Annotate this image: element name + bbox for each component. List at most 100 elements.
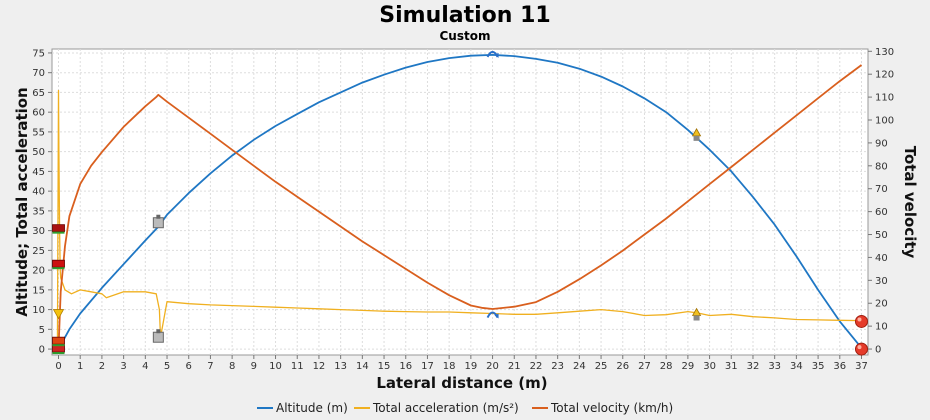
y-left-tick-label: 70 [32,68,45,79]
y-left-tick-label: 0 [39,345,45,356]
y-right-tick-label: 40 [875,253,888,264]
y-right-tick-label: 0 [875,345,881,356]
x-tick-label: 14 [356,361,369,372]
y-left-axis-title: Altitude; Total acceleration [13,87,31,316]
y-right-tick-label: 50 [875,230,888,241]
legend: Altitude (m) Total acceleration (m/s²) Tot… [257,401,673,415]
x-tick-label: 35 [812,361,825,372]
x-tick-label: 36 [833,361,846,372]
event-marker-launch [52,344,65,355]
x-tick-label: 0 [55,361,61,372]
legend-item-total-velocity: Total velocity (km/h) [532,401,673,415]
event-marker-apogee [486,50,499,58]
x-tick-label: 4 [142,361,148,372]
x-tick-label: 13 [334,361,347,372]
x-tick-label: 8 [229,361,235,372]
event-marker-ignition [52,336,65,347]
event-marker-recovery-deploy [691,307,702,321]
chart-title: Simulation 11 [379,3,550,28]
x-tick-label: 5 [164,361,170,372]
y-left-tick-label: 35 [32,206,45,217]
x-tick-label: 31 [725,361,738,372]
event-marker-burnout [52,259,65,270]
y-right-tick-label: 110 [875,93,894,104]
x-tick-label: 3 [120,361,126,372]
x-tick-label: 19 [464,361,477,372]
y-left-tick-label: 30 [32,226,45,237]
x-tick-label: 2 [99,361,105,372]
y-right-tick-label: 70 [875,184,888,195]
y-left-tick-label: 65 [32,88,45,99]
x-tick-label: 37 [855,361,868,372]
x-tick-label: 17 [421,361,434,372]
x-tick-label: 12 [313,361,326,372]
x-tick-label: 28 [660,361,673,372]
event-marker-apogee [486,311,499,319]
y-left-tick-label: 5 [39,325,45,336]
legend-label: Total acceleration (m/s²) [372,401,519,415]
y-left-tick-label: 55 [32,127,45,138]
event-markers [52,50,868,356]
y-left-tick-label: 20 [32,266,45,277]
y-right-tick-label: 80 [875,161,888,172]
x-tick-label: 7 [207,361,213,372]
grid [52,49,868,355]
y-right-tick-label: 20 [875,299,888,310]
y-left-tick-label: 60 [32,108,45,119]
y-left-tick-label: 10 [32,305,45,316]
y-right-tick-label: 130 [875,47,894,58]
x-tick-label: 30 [703,361,716,372]
y-left-tick-label: 45 [32,167,45,178]
event-marker-ground-hit [854,314,868,328]
y-left-axis-ticks: 0 5 10 15 20 25 30 35 40 45 50 55 60 65 70 75 [32,48,52,356]
x-tick-label: 1 [77,361,83,372]
x-tick-label: 26 [616,361,629,372]
legend-label: Total velocity (km/h) [550,401,673,415]
x-tick-label: 27 [638,361,651,372]
x-tick-label: 32 [747,361,760,372]
y-right-axis-ticks: 0 10 20 30 40 50 60 70 80 90 100 110 120 130 [868,47,894,356]
y-left-tick-label: 25 [32,246,45,257]
legend-label: Altitude (m) [276,401,348,415]
x-tick-label: 20 [486,361,499,372]
legend-item-total-acceleration: Total acceleration (m/s²) [354,401,519,415]
event-marker-motor-burnout [152,214,164,229]
event-marker-motor-burnout [152,329,164,343]
chart-subtitle: Custom [440,29,491,43]
y-right-tick-label: 100 [875,116,894,127]
y-right-axis-title: Total velocity [901,146,919,259]
y-left-tick-label: 50 [32,147,45,158]
x-tick-label: 24 [573,361,586,372]
x-tick-label: 18 [443,361,456,372]
x-tick-label: 21 [508,361,521,372]
y-right-tick-label: 30 [875,276,888,287]
y-left-tick-label: 15 [32,285,45,296]
y-left-tick-label: 40 [32,187,45,198]
y-left-tick-label: 75 [32,48,45,59]
x-axis-ticks: 0 1 2 3 4 5 6 7 8 9 10 11 12 13 14 15 16 17 18 19 20 21 22 23 24… [55,355,868,372]
y-right-tick-label: 120 [875,70,894,81]
x-tick-label: 11 [291,361,304,372]
x-tick-label: 10 [269,361,282,372]
series-line-total-velocity [57,64,863,350]
y-right-tick-label: 60 [875,207,888,218]
x-tick-label: 9 [251,361,257,372]
x-tick-label: 29 [682,361,695,372]
event-marker-ejection [52,224,65,234]
legend-item-altitude: Altitude (m) [257,401,348,415]
x-tick-label: 6 [186,361,192,372]
y-right-tick-label: 10 [875,322,888,333]
x-tick-label: 15 [378,361,391,372]
x-tick-label: 34 [790,361,803,372]
x-axis-title: Lateral distance (m) [376,374,547,392]
event-marker-liftoff [52,309,65,320]
x-tick-label: 33 [768,361,781,372]
x-tick-label: 23 [551,361,564,372]
series-line-total-acceleration [56,89,862,350]
event-marker-ground-hit [854,342,868,356]
y-right-tick-label: 90 [875,138,888,149]
x-tick-label: 25 [595,361,608,372]
x-tick-label: 22 [530,361,543,372]
event-marker-recovery-deploy [691,128,702,141]
